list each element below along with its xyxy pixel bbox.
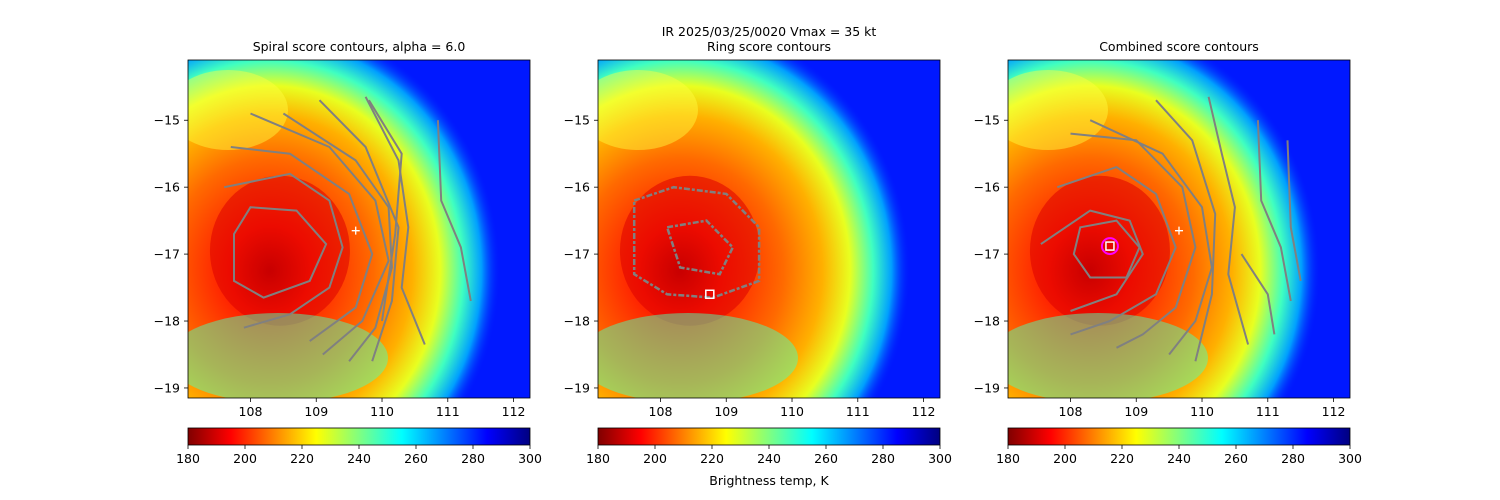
- contour-closed: [233, 206, 328, 299]
- colorbar-tick-label: 180: [176, 451, 200, 466]
- ir-image: [598, 60, 940, 398]
- x-tick-label: 108: [1059, 404, 1083, 419]
- colorbar-tick-label: 260: [814, 451, 838, 466]
- figure-suptitle: IR 2025/03/25/0020 Vmax = 35 kt: [662, 24, 877, 39]
- y-tick-label: −16: [974, 180, 1000, 195]
- axes-frame: [597, 59, 941, 399]
- contour-closed: [1072, 219, 1141, 279]
- panel-title: Ring score contours: [707, 39, 831, 54]
- colorbar: 180 200 220 240 260 280 300: [996, 427, 1362, 466]
- colorbar-label: Brightness temp, K: [709, 473, 829, 488]
- x-tick-label: 112: [1322, 404, 1346, 419]
- contour-arc: [1286, 140, 1302, 282]
- contour-arc: [1056, 166, 1177, 336]
- x-tick-label: 109: [1124, 404, 1148, 419]
- center-plus-marker: [1175, 226, 1183, 235]
- y-tick-label: −18: [564, 314, 590, 329]
- y-tick-label: −19: [974, 380, 1000, 395]
- y-tick-label: −17: [564, 247, 590, 262]
- contour-arc: [282, 112, 393, 362]
- x-tick-label: 110: [780, 404, 804, 419]
- x-tick-label: 112: [502, 404, 526, 419]
- x-tick-label: 111: [1256, 404, 1280, 419]
- y-tick-label: −16: [564, 180, 590, 195]
- colorbar-tick-label: 240: [347, 451, 371, 466]
- contour-arc: [250, 112, 390, 356]
- y-tick-label: −16: [154, 180, 180, 195]
- ir-image: [1008, 60, 1350, 398]
- colorbar-tick-label: 280: [461, 451, 485, 466]
- y-tick-label: −15: [154, 113, 180, 128]
- colorbar-tick-label: 200: [233, 451, 257, 466]
- axes-frame: [187, 59, 531, 399]
- x-tick-label: 111: [436, 404, 460, 419]
- contour-arc: [224, 172, 344, 329]
- axes-frame: [1007, 59, 1351, 399]
- panel-3: Combined score contours 108 109 110 111 112 −1…: [974, 39, 1362, 466]
- contour-arc: [1207, 96, 1250, 345]
- colorbar-tick-label: 220: [1110, 451, 1134, 466]
- x-tick-label: 110: [370, 404, 394, 419]
- panel-title: Spiral score contours, alpha = 6.0: [253, 39, 466, 54]
- x-tick-label: 110: [1190, 404, 1214, 419]
- panel-title: Combined score contours: [1099, 39, 1259, 54]
- colorbar-gradient: [187, 427, 531, 446]
- x-tick-label: 108: [239, 404, 263, 419]
- colorbar-tick-label: 240: [1167, 451, 1191, 466]
- ir-image: [188, 60, 530, 398]
- panel-1: Spiral score contours, alpha = 6.0 108 109…: [154, 39, 542, 466]
- panel-2: Ring score contours 108 109 110 111 112 −15 −16…: [564, 39, 952, 466]
- center-circle-marker: [1100, 237, 1119, 256]
- colorbar-gradient: [1007, 427, 1351, 446]
- contour-arc: [1240, 253, 1276, 335]
- x-tick-label: 108: [649, 404, 673, 419]
- contour-closed: [632, 185, 761, 299]
- y-tick-label: −18: [974, 314, 1000, 329]
- contour-arc: [436, 120, 472, 302]
- contour-arc: [364, 96, 426, 345]
- colorbar-tick-label: 260: [404, 451, 428, 466]
- x-tick-label: 109: [714, 404, 738, 419]
- colorbar: 180 200 220 240 260 280 300: [586, 427, 952, 466]
- y-tick-label: −15: [974, 113, 1000, 128]
- center-square-marker: [1105, 241, 1115, 251]
- x-tick-label: 111: [846, 404, 870, 419]
- center-square-marker: [705, 289, 715, 300]
- colorbar-tick-label: 180: [996, 451, 1020, 466]
- colorbar-tick-label: 200: [643, 451, 667, 466]
- y-tick-label: −17: [154, 247, 180, 262]
- colorbar-tick-label: 240: [757, 451, 781, 466]
- center-plus-marker: [351, 226, 360, 235]
- contour-arc: [1070, 132, 1197, 349]
- contour-arc: [1155, 99, 1217, 362]
- contour-arc: [1089, 119, 1213, 356]
- contour-arc: [230, 146, 374, 342]
- contour-arc: [368, 99, 403, 322]
- colorbar-tick-label: 280: [1281, 451, 1305, 466]
- contour-closed: [665, 219, 735, 276]
- x-tick-label: 109: [304, 404, 328, 419]
- contour-arc: [318, 99, 400, 362]
- y-tick-label: −17: [974, 247, 1000, 262]
- y-tick-label: −19: [564, 380, 590, 395]
- colorbar-tick-label: 220: [700, 451, 724, 466]
- colorbar-tick-label: 200: [1053, 451, 1077, 466]
- contour-arc: [1256, 120, 1292, 302]
- colorbar-tick-label: 300: [518, 451, 542, 466]
- x-tick-label: 112: [912, 404, 936, 419]
- colorbar-tick-label: 300: [1338, 451, 1362, 466]
- colorbar-tick-label: 280: [871, 451, 895, 466]
- colorbar-gradient: [597, 427, 941, 446]
- colorbar-tick-label: 180: [586, 451, 610, 466]
- y-tick-label: −15: [564, 113, 590, 128]
- colorbar: 180 200 220 240 260 280 300: [176, 427, 542, 466]
- colorbar-tick-label: 220: [290, 451, 314, 466]
- colorbar-tick-label: 260: [1224, 451, 1248, 466]
- contour-arc: [1040, 209, 1144, 312]
- y-tick-label: −19: [154, 380, 180, 395]
- y-tick-label: −18: [154, 314, 180, 329]
- colorbar-tick-label: 300: [928, 451, 952, 466]
